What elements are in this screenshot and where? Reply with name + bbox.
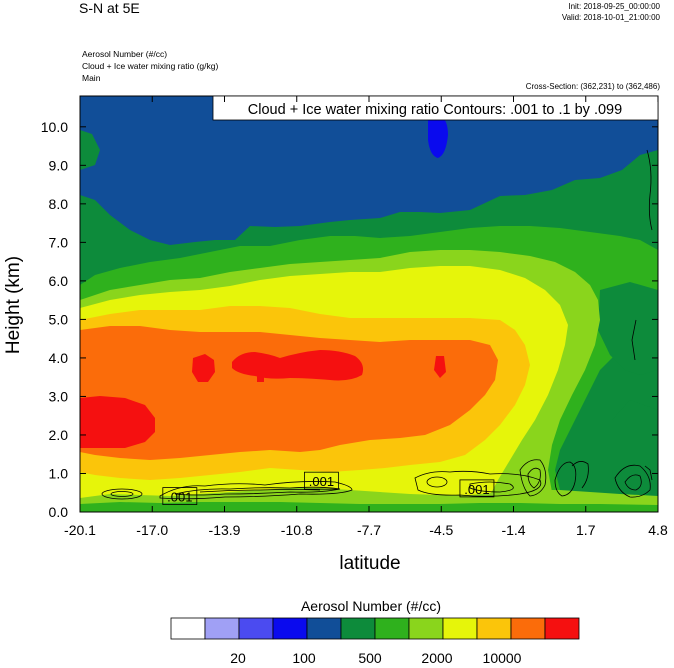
colorbar-swatch: [408, 617, 444, 640]
y-tick-label: 2.0: [49, 427, 69, 443]
x-tick-label: 1.7: [576, 522, 596, 538]
x-tick-label: -1.4: [501, 522, 525, 538]
x-tick-label: -10.8: [281, 522, 313, 538]
contour-labels: .001 .001 .001: [162, 471, 495, 505]
x-tick-label: -13.9: [209, 522, 241, 538]
colorbar-swatch: [272, 617, 308, 640]
field-line-main: Main: [82, 73, 101, 83]
contour-legend: Cloud + Ice water mixing ratio Contours:…: [212, 95, 659, 121]
valid-time: Valid: 2018-10-01_21:00:00: [561, 13, 660, 22]
colorbar-swatch: [170, 617, 206, 640]
y-tick-label: 10.0: [41, 119, 68, 135]
colorbar-swatch: [544, 617, 580, 640]
colorbar-swatch: [238, 617, 274, 640]
x-axis-label: latitude: [339, 553, 400, 574]
colorbar-swatch: [306, 617, 342, 640]
svg-text:.001: .001: [167, 490, 192, 505]
field-line-cloud: Cloud + Ice water mixing ratio (g/kg): [82, 61, 219, 71]
contour-label: .001: [459, 479, 495, 498]
colorbar-swatch: [204, 617, 240, 640]
colorbar-swatch: [340, 617, 376, 640]
colorbar-swatch: [476, 617, 512, 640]
y-tick-label: 9.0: [49, 157, 69, 173]
contour-legend-text: Cloud + Ice water mixing ratio Contours:…: [248, 102, 622, 118]
plot-title: S-N at 5E: [79, 0, 140, 16]
y-tick-label: 8.0: [49, 196, 69, 212]
y-tick-label: 4.0: [49, 350, 69, 366]
x-tick-label: -17.0: [136, 522, 168, 538]
x-tick-label: -7.7: [357, 522, 381, 538]
x-tick-label: -4.5: [429, 522, 453, 538]
init-time: Init: 2018-09-25_00:00:00: [568, 2, 660, 11]
cloud-contours: [101, 149, 653, 500]
x-tick-label: 4.8: [648, 522, 668, 538]
colorbar-label: 500: [358, 650, 382, 666]
svg-text:.001: .001: [309, 474, 334, 489]
y-tick-label: 0.0: [49, 504, 69, 520]
x-tick-label: -20.1: [64, 522, 96, 538]
colorbar-swatch: [374, 617, 410, 640]
y-tick-label: 3.0: [49, 388, 69, 404]
svg-text:.001: .001: [464, 482, 489, 497]
cross-section-label: Cross-Section: (362,231) to (362,486): [525, 82, 660, 91]
colorbar-label: 2000: [421, 650, 452, 666]
y-tick-label: 1.0: [49, 465, 69, 481]
colorbar-label: 20: [230, 650, 246, 666]
y-tick-label: 5.0: [49, 311, 69, 327]
filled-contours: [80, 96, 658, 512]
colorbar-title: Aerosol Number (#/cc): [301, 598, 441, 614]
colorbar: 20 100 500 2000 10000: [170, 617, 580, 666]
field-line-aerosol: Aerosol Number (#/cc): [82, 49, 168, 59]
contour-label: .001: [162, 487, 198, 505]
y-tick-label: 6.0: [49, 273, 69, 289]
y-axis-label: Height (km): [3, 256, 24, 354]
colorbar-label: 10000: [483, 650, 522, 666]
y-tick-label: 7.0: [49, 234, 69, 250]
contour-label: .001: [304, 471, 339, 490]
colorbar-swatch: [510, 617, 546, 640]
axes: -20.1 -17.0 -13.9 -10.8 -7.7 -4.5 -1.4 1.7 4.8 0.…: [41, 96, 668, 538]
colorbar-label: 100: [292, 650, 316, 666]
colorbar-swatch: [442, 617, 478, 640]
